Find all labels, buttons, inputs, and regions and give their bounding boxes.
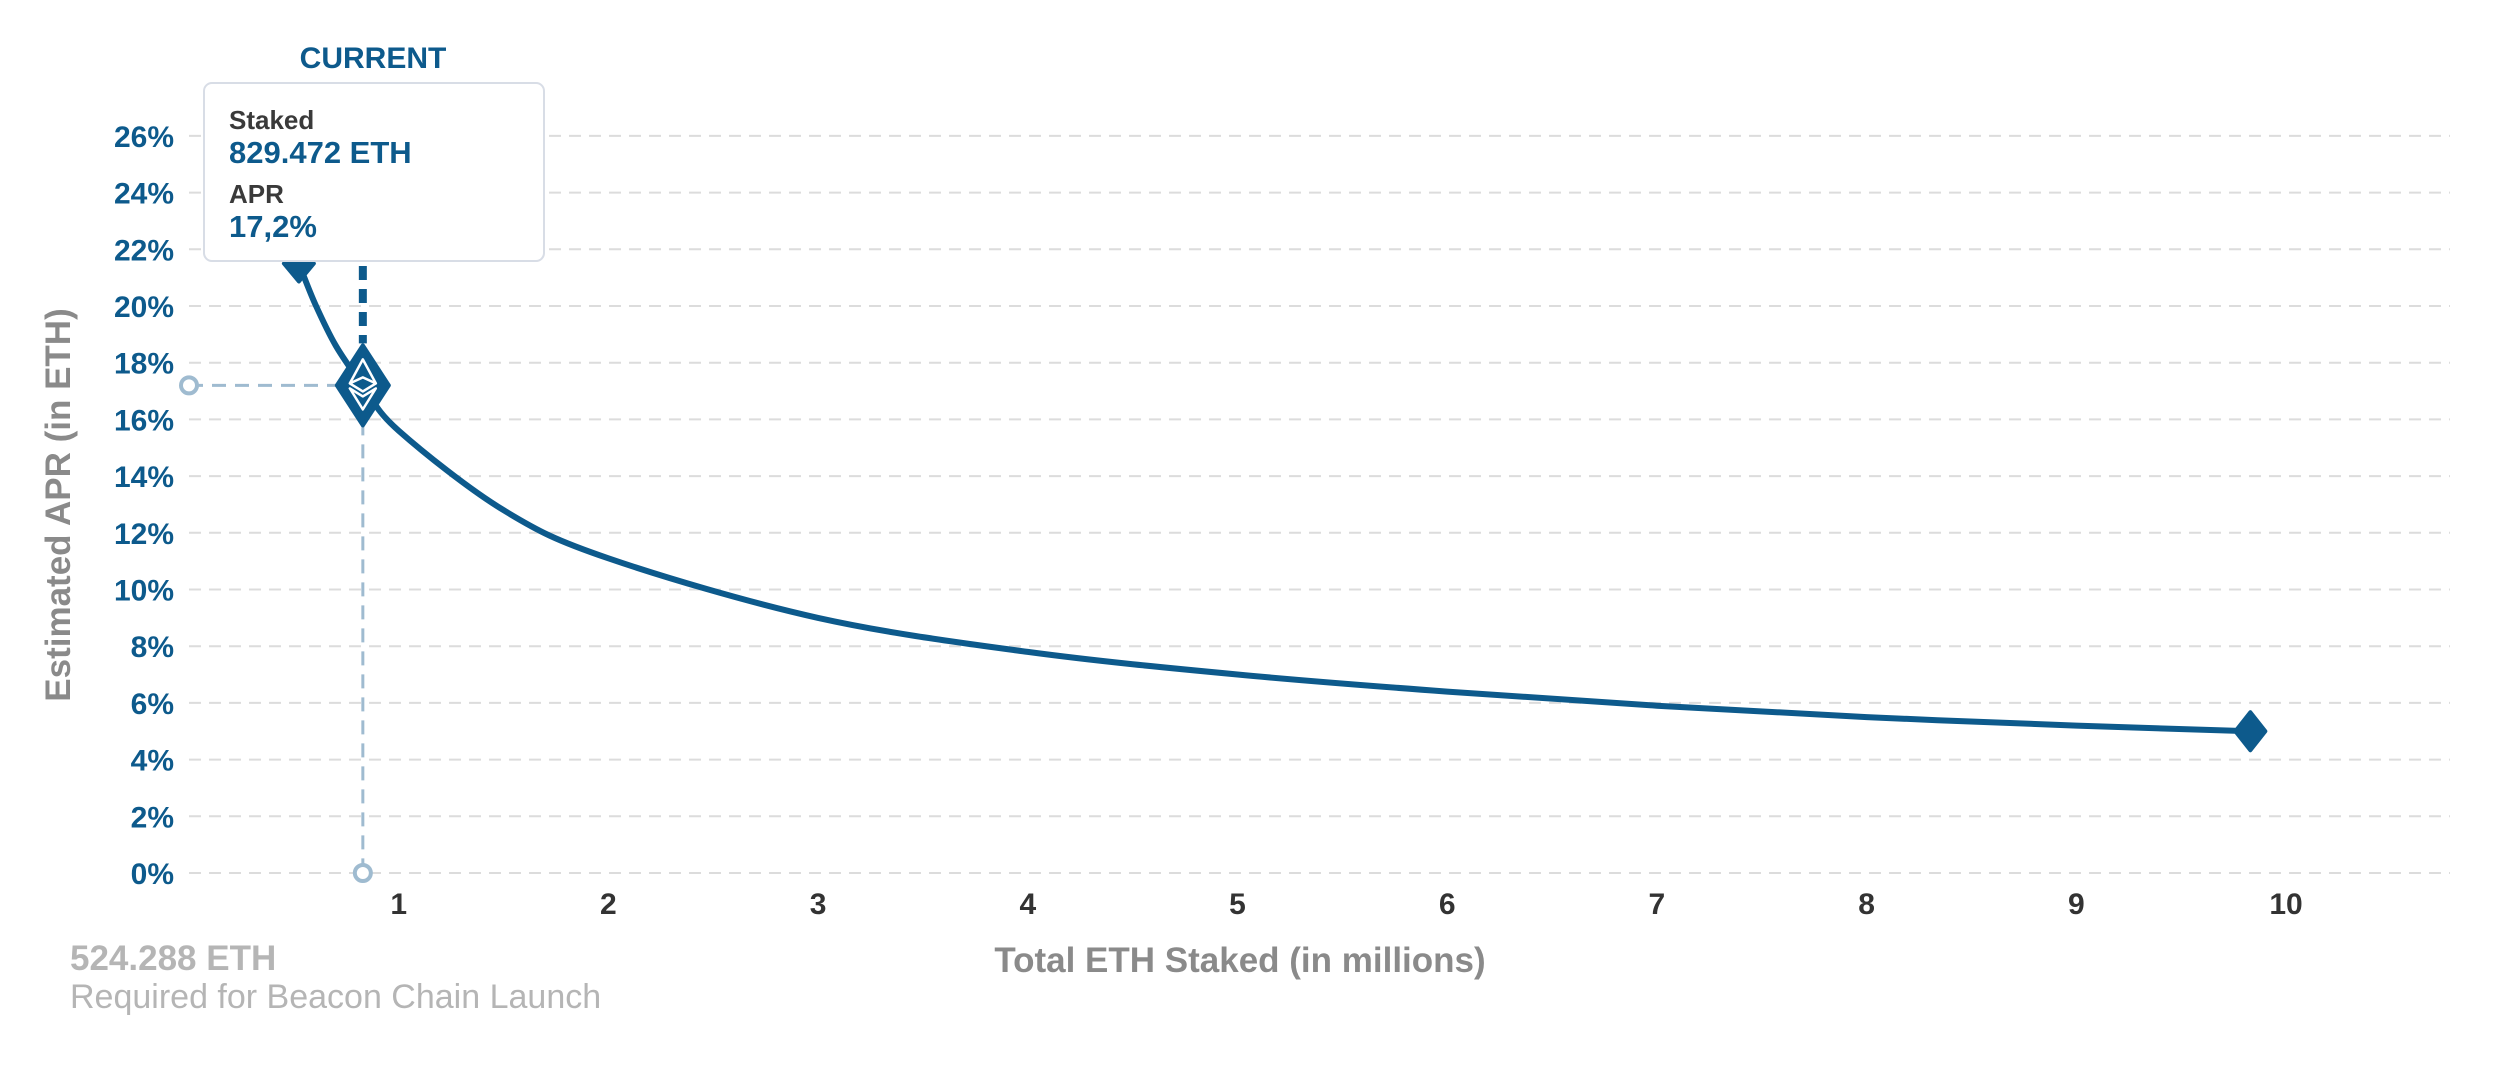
ethereum-icon <box>348 358 378 411</box>
y-axis-ticks: 0% 2% 4% 6% 8% 10% 12% 14% 16% 18% 20% 22% 24% 26% <box>114 121 174 891</box>
y-tick-label: 20% <box>114 291 174 324</box>
x-tick-label: 8 <box>1858 888 1875 921</box>
y-tick-label: 2% <box>131 801 174 834</box>
y-tick-label: 6% <box>131 688 174 721</box>
x-axis-title: Total ETH Staked (in millions) <box>994 941 1485 980</box>
x-tick-label: 6 <box>1439 888 1456 921</box>
y-tick-label: 24% <box>114 178 174 211</box>
y-tick-label: 10% <box>114 575 174 608</box>
x-tick-label: 2 <box>600 888 617 921</box>
ethereum-icon-top <box>348 358 378 393</box>
apr-curve <box>295 260 2254 735</box>
x-tick-label: 3 <box>810 888 827 921</box>
x-tick-label: 1 <box>390 888 407 921</box>
current-tooltip: Staked 829.472 ETH APR 17,2% <box>203 82 545 262</box>
end-marker <box>2233 710 2268 753</box>
launch-caption: Required for Beacon Chain Launch <box>70 978 602 1016</box>
current-label: CURRENT <box>300 42 447 75</box>
current-marker <box>334 343 391 428</box>
ethereum-icon-mid <box>349 376 377 385</box>
tooltip-box <box>203 82 545 262</box>
tooltip-staked-label: Staked <box>229 105 314 135</box>
y-tick-label: 18% <box>114 348 174 381</box>
x-tick-label: 10 <box>2269 888 2302 921</box>
curve-markers <box>281 243 2268 753</box>
x-tick-label: 7 <box>1649 888 1666 921</box>
x-tick-label: 9 <box>2068 888 2085 921</box>
x-tick-label: 4 <box>1019 888 1036 921</box>
y-tick-label: 26% <box>114 121 174 154</box>
y-tick-label: 22% <box>114 234 174 267</box>
y-tick-label: 4% <box>131 745 174 778</box>
tooltip-staked-value: 829.472 ETH <box>229 135 412 170</box>
y-tick-label: 8% <box>131 631 174 664</box>
y-tick-label: 12% <box>114 518 174 551</box>
launch-amount: 524.288 ETH <box>70 939 277 978</box>
beacon-launch-note: 524.288 ETH Required for Beacon Chain La… <box>70 939 602 1017</box>
apr-axis-dot <box>179 375 199 396</box>
y-axis-title: Estimated APR (in ETH) <box>39 308 78 701</box>
grid-lines <box>189 134 2450 874</box>
x-axis-ticks: 1 2 3 4 5 6 7 8 9 10 <box>390 888 2302 921</box>
current-guides <box>179 266 373 883</box>
ethereum-icon-bottom <box>348 387 378 411</box>
y-tick-label: 0% <box>131 858 174 891</box>
y-tick-label: 16% <box>114 404 174 437</box>
y-tick-label: 14% <box>114 461 174 494</box>
x-tick-label: 5 <box>1229 888 1246 921</box>
staked-axis-dot <box>352 863 373 883</box>
tooltip-apr-label: APR <box>229 179 284 209</box>
tooltip-apr-value: 17,2% <box>229 209 317 244</box>
